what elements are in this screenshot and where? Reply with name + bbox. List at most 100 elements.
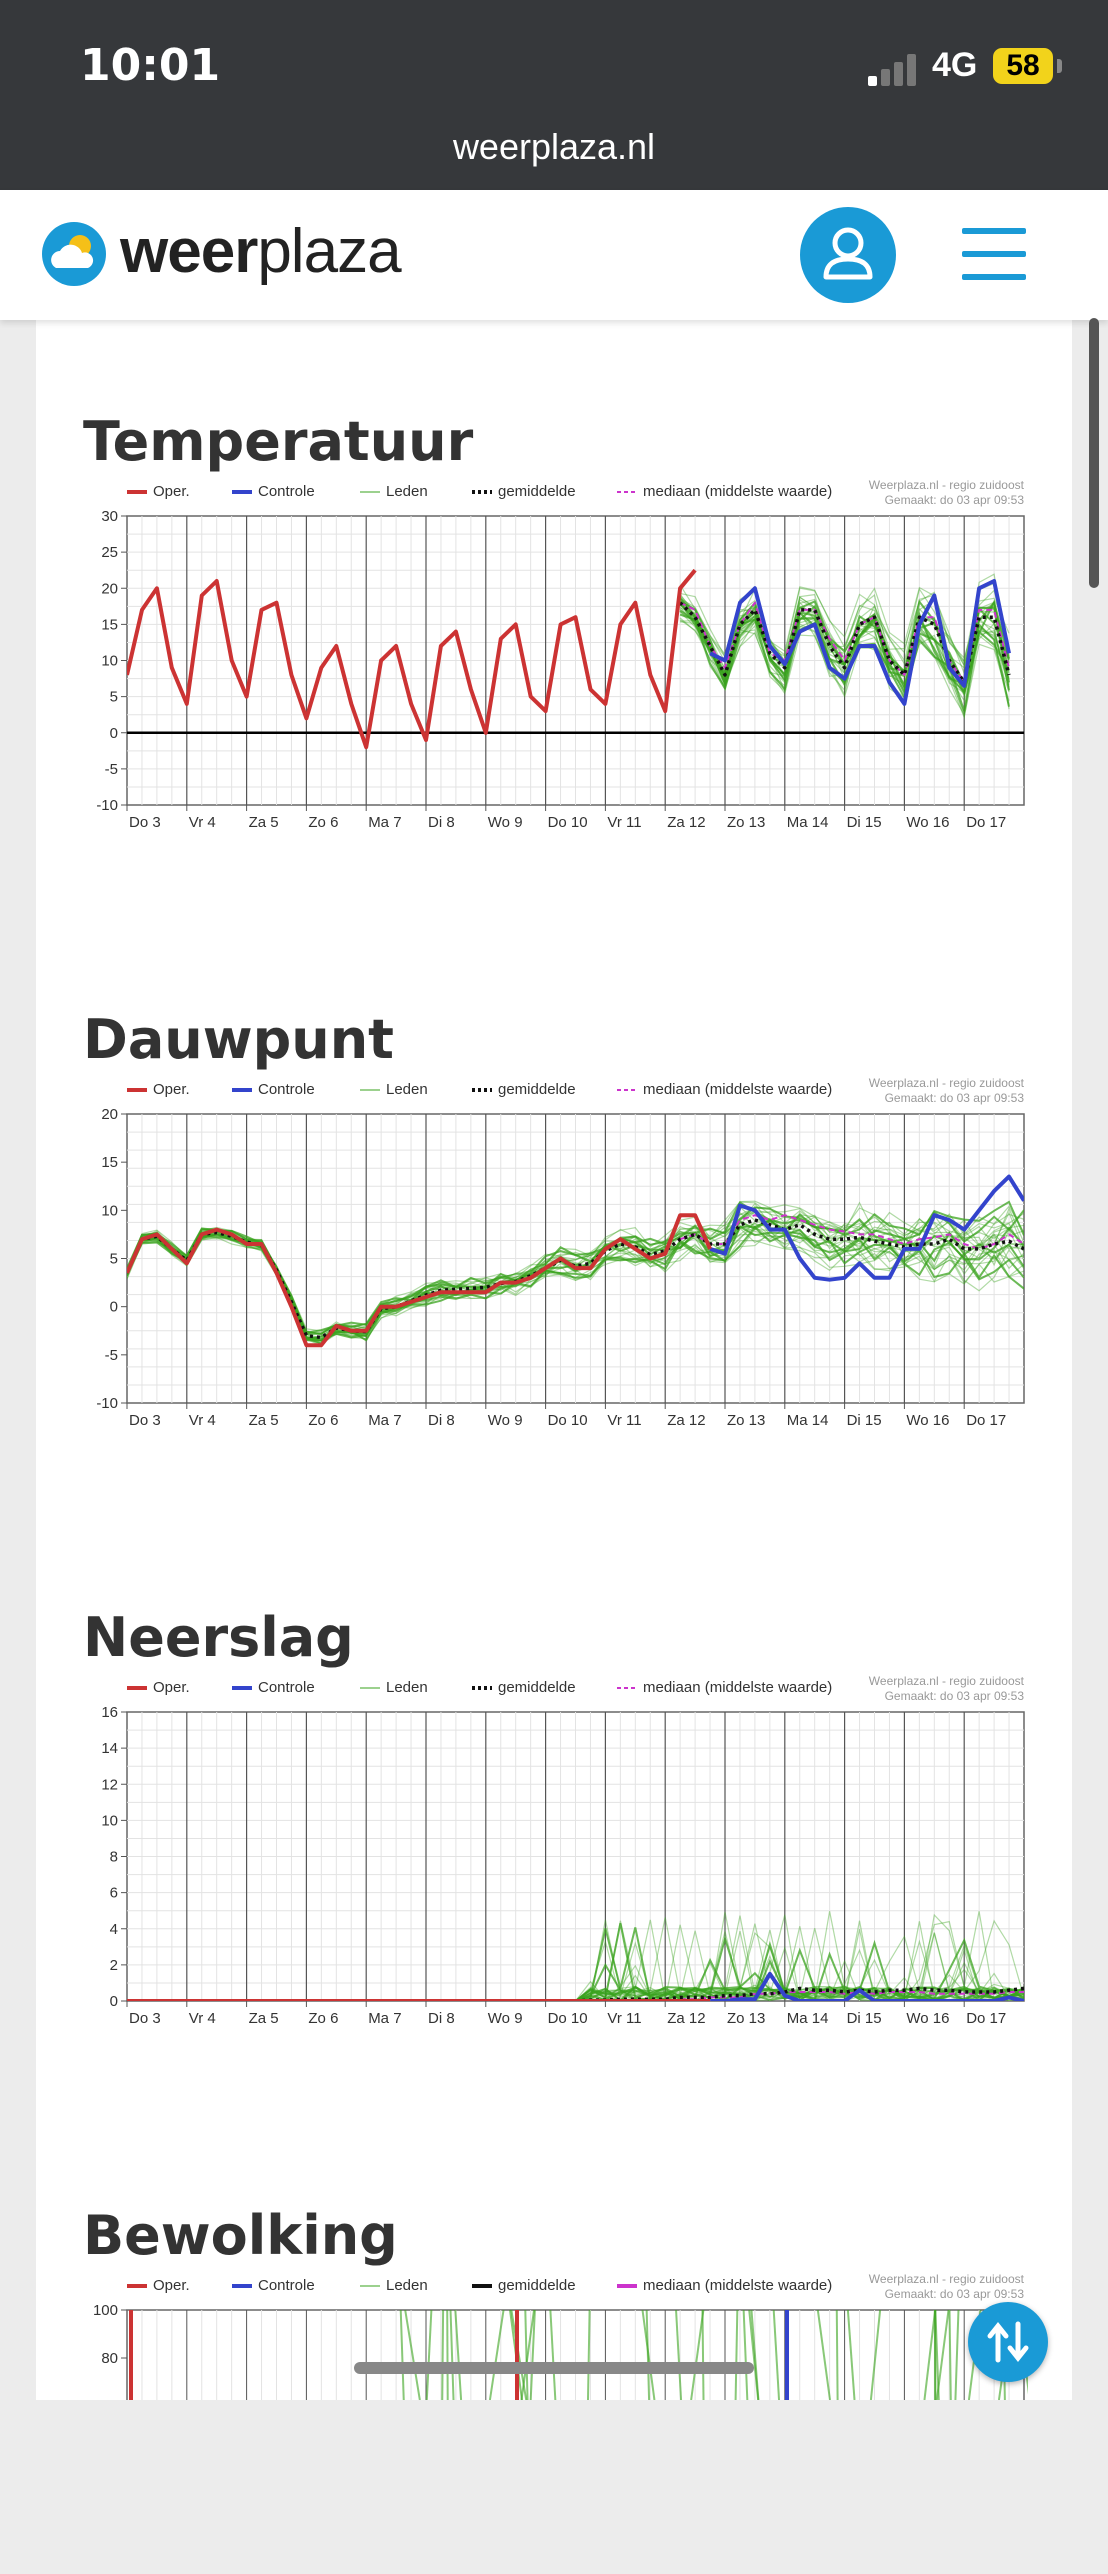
scroll-toggle-button[interactable] xyxy=(968,2302,1048,2382)
section-title-temperatuur: Temperatuur xyxy=(83,410,473,473)
x-tick-label: Do 17 xyxy=(966,1412,1006,1429)
x-tick-label: Di 8 xyxy=(428,814,455,831)
legend-label-oper: Oper. xyxy=(153,483,190,500)
site-header: weerplaza xyxy=(0,190,1108,320)
y-tick-label: 30 xyxy=(101,508,118,525)
hamburger-menu-icon[interactable] xyxy=(962,228,1026,280)
legend-label-mediaan: mediaan (middelste waarde) xyxy=(643,483,832,500)
x-tick-label: Do 3 xyxy=(129,1412,161,1429)
x-tick-label: Za 12 xyxy=(667,2010,705,2027)
chart-temperatuur: Oper. Controle Leden gemiddelde mediaan (mid… xyxy=(80,480,1028,780)
legend-label-gemiddelde: gemiddelde xyxy=(498,483,576,500)
x-tick-label: Vr 4 xyxy=(189,1412,216,1429)
x-tick-label: Ma 7 xyxy=(368,1412,401,1429)
y-tick-label: 80 xyxy=(101,2350,118,2367)
legend-label-gemiddelde: gemiddelde xyxy=(498,1679,576,1696)
url-bar[interactable]: weerplaza.nl xyxy=(0,126,1108,168)
x-tick-label: Vr 4 xyxy=(189,2010,216,2027)
x-tick-label: Do 17 xyxy=(966,2010,1006,2027)
y-tick-label: 0 xyxy=(110,725,118,742)
x-tick-label: Vr 11 xyxy=(607,2010,641,2027)
y-tick-label: 16 xyxy=(101,1704,118,1721)
x-tick-label: Za 12 xyxy=(667,814,705,831)
home-indicator xyxy=(354,2362,754,2374)
x-tick-label: Zo 13 xyxy=(727,814,765,831)
x-tick-label: Za 12 xyxy=(667,1412,705,1429)
y-tick-label: 15 xyxy=(101,1154,118,1171)
signal-icon xyxy=(868,52,918,86)
x-tick-label: Ma 7 xyxy=(368,2010,401,2027)
y-tick-label: 15 xyxy=(101,616,118,633)
x-tick-label: Di 8 xyxy=(428,2010,455,2027)
page-scrollbar[interactable] xyxy=(1089,318,1099,588)
y-tick-label: 4 xyxy=(110,1921,118,1938)
chart-credit-source: Weerplaza.nl - regio zuidoost xyxy=(869,480,1025,492)
legend-label-leden: Leden xyxy=(386,2277,428,2294)
x-tick-label: Vr 4 xyxy=(189,814,216,831)
x-tick-label: Wo 9 xyxy=(488,814,523,831)
y-tick-label: 100 xyxy=(93,2302,118,2319)
chart-credit-source: Weerplaza.nl - regio zuidoost xyxy=(869,1078,1025,1090)
battery-icon: 58 xyxy=(993,48,1053,84)
chart-credit-source: Weerplaza.nl - regio zuidoost xyxy=(869,1676,1025,1688)
x-tick-label: Wo 9 xyxy=(488,2010,523,2027)
y-tick-label: 5 xyxy=(110,689,118,706)
chart-credit-date: Gemaakt: do 03 apr 09:53 xyxy=(885,2287,1025,2301)
x-tick-label: Do 3 xyxy=(129,2010,161,2027)
x-tick-label: Zo 13 xyxy=(727,2010,765,2027)
x-tick-label: Wo 9 xyxy=(488,1412,523,1429)
legend-label-leden: Leden xyxy=(386,1081,428,1098)
arrows-up-down-icon xyxy=(968,2302,1048,2382)
x-tick-label: Do 10 xyxy=(548,814,588,831)
series-line-leden xyxy=(702,2310,703,2400)
legend-label-controle: Controle xyxy=(258,1679,315,1696)
legend-label-mediaan: mediaan (middelste waarde) xyxy=(643,1679,832,1696)
y-tick-label: 10 xyxy=(101,653,118,670)
section-title-bewolking: Bewolking xyxy=(83,2204,398,2267)
x-tick-label: Zo 6 xyxy=(308,1412,338,1429)
x-tick-label: Za 5 xyxy=(249,2010,279,2027)
x-tick-label: Di 15 xyxy=(847,1412,882,1429)
user-account-button[interactable] xyxy=(800,207,896,303)
x-tick-label: Do 17 xyxy=(966,814,1006,831)
section-title-dauwpunt: Dauwpunt xyxy=(83,1008,394,1071)
x-tick-label: Wo 16 xyxy=(906,814,949,831)
x-tick-label: Za 5 xyxy=(249,814,279,831)
x-tick-label: Zo 6 xyxy=(308,2010,338,2027)
x-tick-label: Ma 14 xyxy=(787,1412,829,1429)
y-tick-label: 0 xyxy=(110,1993,118,2010)
y-tick-label: 25 xyxy=(101,544,118,561)
x-tick-label: Ma 7 xyxy=(368,814,401,831)
series-line-leden xyxy=(442,2310,443,2400)
legend-label-oper: Oper. xyxy=(153,1679,190,1696)
y-tick-label: 6 xyxy=(110,1885,118,1902)
chart-credit-date: Gemaakt: do 03 apr 09:53 xyxy=(885,493,1025,507)
status-bar: 10:01 4G 58 weerplaza.nl xyxy=(0,0,1108,190)
x-tick-label: Di 8 xyxy=(428,1412,455,1429)
x-tick-label: Do 3 xyxy=(129,814,161,831)
legend-label-controle: Controle xyxy=(258,483,315,500)
y-tick-label: 8 xyxy=(110,1849,118,1866)
series-line-leden xyxy=(837,2310,838,2400)
y-tick-label: -10 xyxy=(96,1395,118,1412)
legend-label-oper: Oper. xyxy=(153,2277,190,2294)
legend-label-controle: Controle xyxy=(258,2277,315,2294)
status-time: 10:01 xyxy=(80,40,220,91)
x-tick-label: Di 15 xyxy=(847,814,882,831)
y-tick-label: 10 xyxy=(101,1202,118,1219)
y-tick-label: 14 xyxy=(101,1740,118,1757)
legend-label-controle: Controle xyxy=(258,1081,315,1098)
x-tick-label: Vr 11 xyxy=(607,814,641,831)
series-line-leden xyxy=(935,2310,936,2400)
y-tick-label: 2 xyxy=(110,1957,118,1974)
x-tick-label: Do 10 xyxy=(548,1412,588,1429)
chart-credit-date: Gemaakt: do 03 apr 09:53 xyxy=(885,1689,1025,1703)
brand-logo[interactable]: weerplaza xyxy=(120,216,401,287)
sun-cloud-logo-icon[interactable] xyxy=(42,222,106,286)
legend-label-mediaan: mediaan (middelste waarde) xyxy=(643,2277,832,2294)
y-tick-label: -5 xyxy=(105,1347,118,1364)
legend-label-leden: Leden xyxy=(386,483,428,500)
